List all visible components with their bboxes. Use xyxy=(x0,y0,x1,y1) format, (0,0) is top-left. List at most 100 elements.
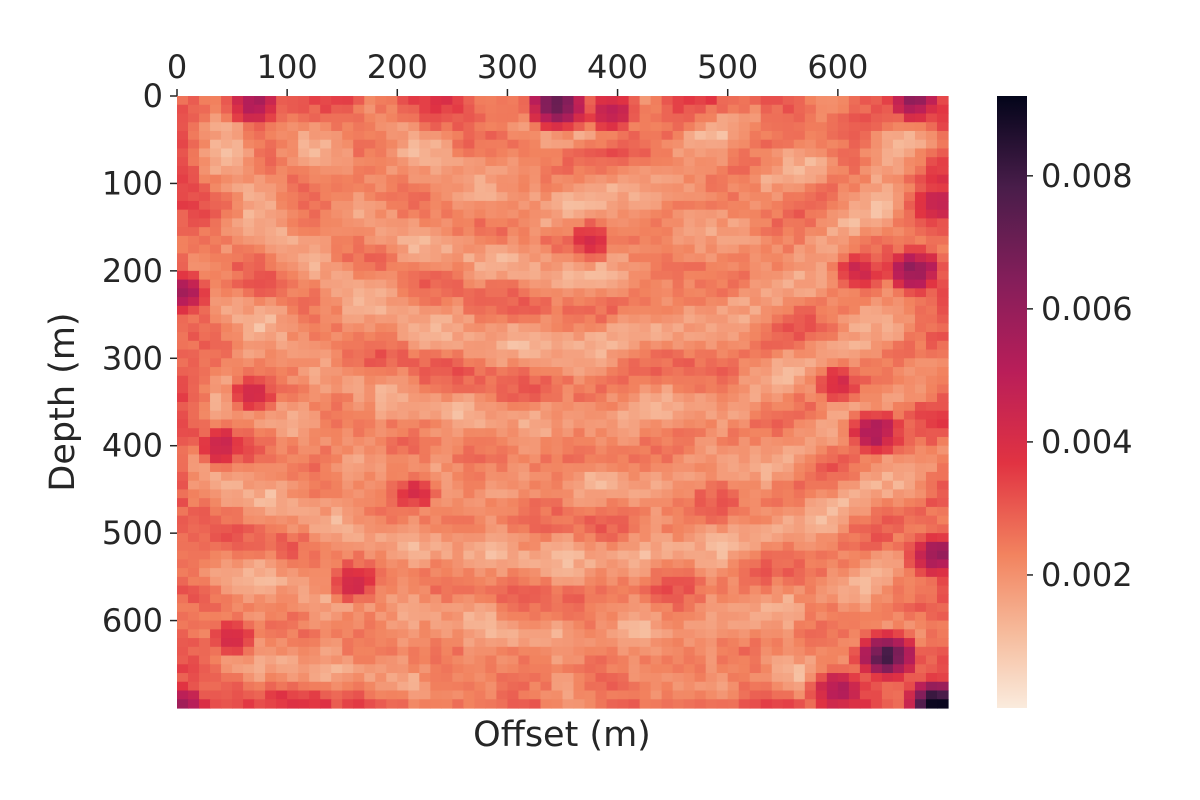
heatmap-cell xyxy=(639,218,652,228)
heatmap-cell xyxy=(243,436,255,447)
heatmap-cell xyxy=(672,139,685,150)
heatmap-cell xyxy=(529,192,542,202)
heatmap-cell xyxy=(353,340,365,351)
heatmap-cell xyxy=(265,235,277,246)
heatmap-cell xyxy=(287,550,299,560)
heatmap-cell xyxy=(738,576,751,587)
heatmap-cell xyxy=(386,664,398,674)
heatmap-cell xyxy=(232,498,244,508)
heatmap-cell xyxy=(782,690,795,700)
heatmap-cell xyxy=(496,227,509,237)
heatmap-cell xyxy=(749,358,762,368)
heatmap-cell xyxy=(848,349,861,359)
heatmap-cell xyxy=(705,402,718,412)
heatmap-cell xyxy=(375,611,387,622)
heatmap-cell xyxy=(177,227,189,237)
heatmap-cell xyxy=(529,200,542,211)
heatmap-cell xyxy=(364,576,376,587)
heatmap-cell xyxy=(782,130,795,141)
heatmap-cell xyxy=(463,375,475,386)
heatmap-cell xyxy=(925,96,938,106)
heatmap-cell xyxy=(507,664,520,674)
heatmap-cell xyxy=(287,349,299,359)
heatmap-cell xyxy=(364,489,376,499)
heatmap-cell xyxy=(903,183,916,193)
heatmap-cell xyxy=(716,402,729,412)
heatmap-cell xyxy=(859,699,872,709)
heatmap-cell xyxy=(837,436,850,447)
heatmap-cell xyxy=(452,533,464,543)
heatmap-cell xyxy=(430,410,442,421)
heatmap-cell xyxy=(298,559,310,569)
heatmap-cell xyxy=(936,340,949,351)
heatmap-cell xyxy=(430,349,442,359)
heatmap-cell xyxy=(716,270,729,281)
heatmap-cell xyxy=(540,130,553,141)
heatmap-cell xyxy=(683,576,696,587)
heatmap-cell xyxy=(243,550,255,560)
heatmap-cell xyxy=(243,445,255,456)
heatmap-cell xyxy=(562,410,575,421)
heatmap-cell xyxy=(683,332,696,342)
heatmap-cell xyxy=(408,148,420,158)
heatmap-cell xyxy=(199,471,211,482)
heatmap-cell xyxy=(859,340,872,351)
heatmap-cell xyxy=(848,130,861,141)
heatmap-cell xyxy=(804,314,817,324)
heatmap-cell xyxy=(650,384,663,394)
heatmap-cell xyxy=(386,192,398,202)
heatmap-cell xyxy=(771,235,784,246)
heatmap-cell xyxy=(727,611,740,622)
heatmap-cell xyxy=(254,218,266,228)
heatmap-cell xyxy=(617,638,630,648)
heatmap-cell xyxy=(881,183,894,193)
heatmap-cell xyxy=(936,174,949,185)
heatmap-cell xyxy=(815,183,828,193)
heatmap-cell xyxy=(529,314,542,324)
heatmap-cell xyxy=(870,96,883,106)
heatmap-cell xyxy=(771,393,784,403)
heatmap-cell xyxy=(452,603,464,613)
heatmap-cell xyxy=(452,489,464,499)
heatmap-cell xyxy=(738,288,751,298)
heatmap-cell xyxy=(628,690,641,700)
heatmap-cell xyxy=(925,148,938,158)
heatmap-cell xyxy=(595,122,608,132)
heatmap-cell xyxy=(540,664,553,674)
heatmap-cell xyxy=(441,270,453,281)
heatmap-cell xyxy=(177,463,189,473)
heatmap-cell xyxy=(672,436,685,447)
heatmap-cell xyxy=(507,200,520,211)
heatmap-cell xyxy=(331,576,343,587)
heatmap-cell xyxy=(397,603,409,613)
heatmap-cell xyxy=(716,480,729,491)
heatmap-cell xyxy=(353,130,365,141)
heatmap-cell xyxy=(463,218,475,228)
heatmap-cell xyxy=(881,323,894,333)
heatmap-cell xyxy=(397,463,409,473)
heatmap-cell xyxy=(221,332,233,342)
heatmap-cell xyxy=(628,200,641,211)
heatmap-cell xyxy=(375,629,387,639)
heatmap-cell xyxy=(661,297,674,307)
heatmap-cell xyxy=(727,253,740,263)
heatmap-cell xyxy=(705,681,718,692)
heatmap-cell xyxy=(738,603,751,613)
heatmap-cell xyxy=(254,471,266,482)
heatmap-cell xyxy=(529,498,542,508)
heatmap-cell xyxy=(287,506,299,517)
heatmap-cell xyxy=(551,288,564,298)
heatmap-cell xyxy=(628,480,641,491)
heatmap-cell xyxy=(683,139,696,150)
heatmap-cell xyxy=(683,402,696,412)
heatmap-cell xyxy=(925,436,938,447)
heatmap-cell xyxy=(232,244,244,254)
heatmap-cell xyxy=(793,323,806,333)
heatmap-cell xyxy=(375,463,387,473)
heatmap-cell xyxy=(727,664,740,674)
heatmap-cell xyxy=(606,244,619,254)
heatmap-cell xyxy=(485,629,498,639)
heatmap-cell xyxy=(595,165,608,176)
heatmap-cell xyxy=(628,655,641,665)
heatmap-cell xyxy=(804,402,817,412)
